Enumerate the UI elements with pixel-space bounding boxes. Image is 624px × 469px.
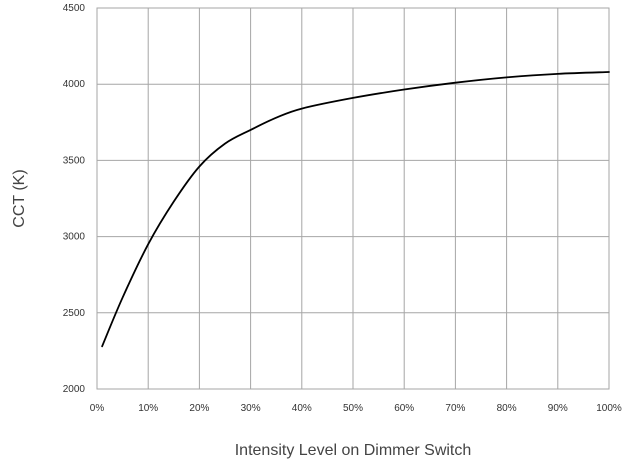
x-tick-label: 60% [394,403,414,414]
y-tick-label: 3000 [63,232,86,243]
series-group [101,71,610,348]
y-tick-label: 2000 [63,384,86,395]
x-tick-label: 0% [90,403,105,414]
y-tick-label: 4500 [63,3,86,14]
y-tick-label: 4000 [63,79,86,90]
x-tick-label: 90% [548,403,568,414]
x-axis-title: Intensity Level on Dimmer Switch [235,442,472,459]
plot-area-border [96,7,610,390]
y-tick-label: 3500 [63,155,86,166]
x-tick-label: 40% [292,403,312,414]
y-axis-title: CCT (K) [11,169,28,227]
gridlines [96,7,610,390]
x-tick-label: 100% [596,403,622,414]
x-axis-tick-labels: 0% 10% 20% 30% 40% 50% 60% 70% 80% 90% 100% [90,403,622,414]
y-axis-tick-labels: 2000 2500 3000 3500 4000 4500 [63,3,86,395]
x-tick-label: 80% [497,403,517,414]
x-tick-label: 20% [189,403,209,414]
x-tick-label: 70% [445,403,465,414]
x-tick-label: 10% [138,403,158,414]
y-tick-label: 2500 [63,308,86,319]
cct-series-line [101,71,610,348]
x-tick-label: 50% [343,403,363,414]
x-tick-label: 30% [241,403,261,414]
